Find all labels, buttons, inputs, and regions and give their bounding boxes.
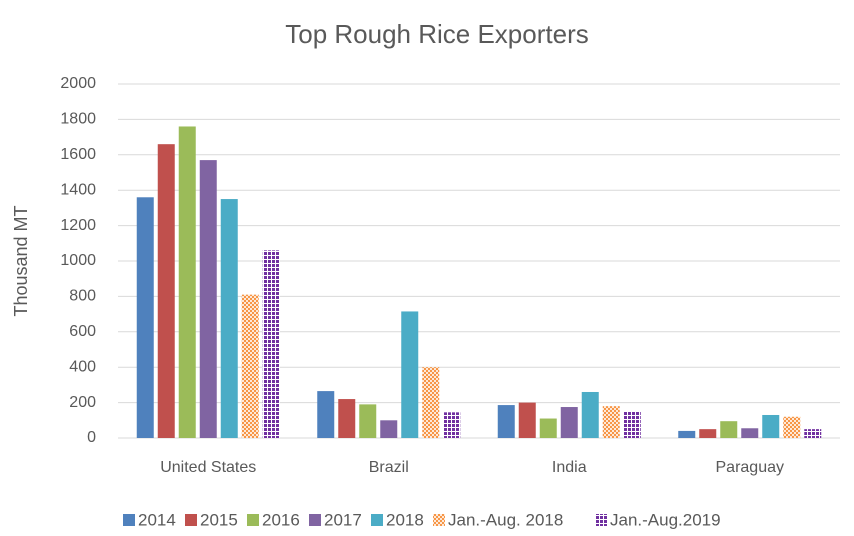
bar (422, 367, 440, 438)
legend-label: Jan.-Aug. 2018 (448, 510, 563, 529)
bar (581, 391, 599, 438)
bar (518, 402, 536, 438)
bar (741, 428, 759, 438)
legend-swatch (309, 514, 321, 526)
bar (359, 404, 377, 438)
y-tick-label: 600 (69, 323, 96, 340)
bar (443, 412, 461, 438)
bar (699, 429, 717, 438)
bar (380, 420, 398, 438)
bar (178, 126, 196, 438)
bar (241, 294, 259, 438)
legend-swatch (185, 514, 197, 526)
legend-swatch (123, 514, 135, 526)
bar (623, 411, 641, 438)
legend-label: 2017 (324, 510, 362, 529)
legend-swatch (371, 514, 383, 526)
bar (560, 407, 578, 438)
bar (262, 250, 280, 438)
y-tick-label: 200 (69, 394, 96, 411)
bar (804, 429, 822, 438)
bar (401, 311, 419, 438)
bar (539, 418, 557, 438)
chart-title: Top Rough Rice Exporters (285, 19, 588, 49)
bar (157, 144, 175, 438)
x-tick-label: United States (160, 459, 256, 476)
bar (317, 391, 335, 438)
y-tick-label: 1400 (60, 181, 96, 198)
bar (199, 160, 217, 439)
bar (136, 197, 154, 438)
y-tick-label: 400 (69, 358, 96, 375)
legend-label: 2014 (138, 510, 176, 529)
legend-label: 2016 (262, 510, 300, 529)
bar (338, 399, 356, 438)
bar (720, 421, 738, 438)
bar (783, 416, 801, 438)
y-axis-label: Thousand MT (11, 205, 31, 316)
legend-swatch (595, 514, 607, 526)
bar (678, 430, 696, 438)
legend-label: Jan.-Aug.2019 (610, 510, 721, 529)
y-tick-label: 2000 (60, 75, 96, 92)
x-tick-label: India (552, 459, 587, 476)
x-tick-label: Paraguay (716, 459, 785, 476)
bar (762, 414, 780, 438)
y-tick-label: 1200 (60, 217, 96, 234)
legend-label: 2018 (386, 510, 424, 529)
x-tick-label: Brazil (369, 459, 409, 476)
legend-label: 2015 (200, 510, 238, 529)
y-tick-label: 1800 (60, 111, 96, 128)
bar (220, 199, 238, 438)
bar (602, 406, 620, 438)
legend-swatch (247, 514, 259, 526)
y-tick-label: 1000 (60, 252, 96, 269)
y-tick-label: 800 (69, 288, 96, 305)
legend-swatch (433, 514, 445, 526)
y-tick-label: 0 (87, 429, 96, 446)
bar (497, 405, 515, 438)
y-tick-label: 1600 (60, 146, 96, 163)
